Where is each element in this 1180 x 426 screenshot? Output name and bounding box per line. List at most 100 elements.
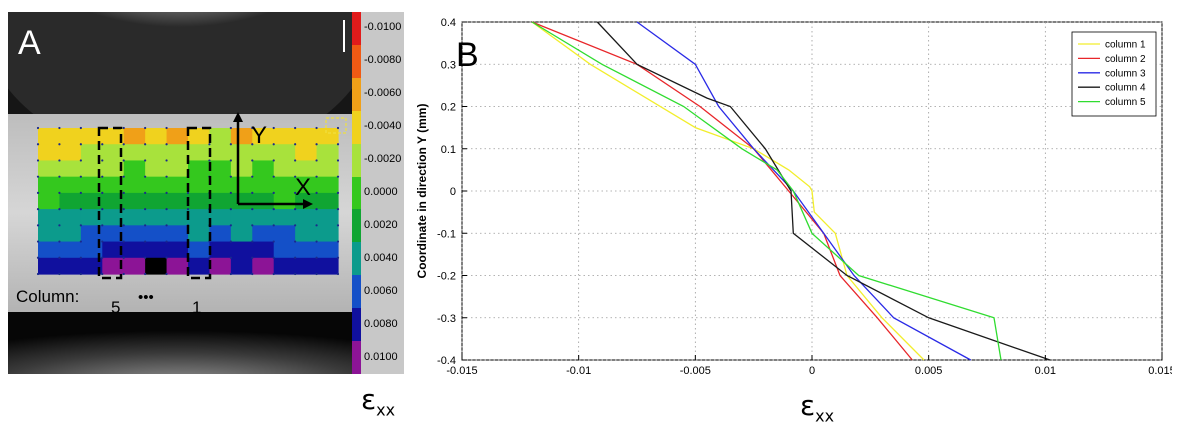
column-first-number: 5 [111, 298, 121, 317]
colorbar-swatch [352, 341, 361, 375]
contour-cell [295, 176, 318, 194]
contour-cell [273, 225, 296, 243]
contour-cell [188, 144, 211, 162]
reference-subset-box [325, 117, 347, 134]
contour-cell [316, 192, 339, 210]
grid-dot [229, 208, 232, 211]
grid-dot [36, 272, 40, 276]
contour-cell [166, 241, 189, 259]
grid-dot [101, 208, 104, 211]
grid-dot [36, 224, 40, 227]
contour-cell [273, 128, 296, 145]
y-tick-label: 0 [450, 186, 456, 198]
epsilon-subscript: xx [815, 406, 835, 426]
contour-cell [273, 209, 296, 226]
grid-dot [58, 175, 61, 178]
colorbar-tick-label: 0.0100 [364, 350, 398, 363]
colorbar: -0.0100 -0.0080 -0.0060 -0.0040 -0.0020 0.000… [352, 12, 404, 375]
strain-contour-image: Y X A Column: 5 ••• 1 [8, 12, 353, 374]
grid-dot [79, 143, 82, 146]
grid-dot [294, 175, 297, 178]
contour-cell [252, 160, 275, 178]
y-tick-label: 0.2 [441, 102, 456, 114]
grid-dot [58, 272, 61, 276]
epsilon-symbol: ε [361, 383, 377, 416]
x-tick-label: 0.005 [915, 365, 943, 377]
grid-dot [165, 208, 168, 211]
grid-dot [336, 175, 340, 178]
contour-cell [102, 144, 125, 162]
contour-cell [273, 257, 296, 275]
grid-dot [144, 224, 147, 227]
grid-dot [272, 159, 275, 162]
contour-cell [123, 257, 146, 275]
contour-cell [252, 128, 275, 145]
contour-cell [166, 128, 189, 145]
y-tick-label: 0.4 [441, 17, 456, 29]
contour-cell [80, 192, 103, 210]
epsilon-subscript: xx [376, 400, 396, 420]
legend-label: column 3 [1105, 68, 1146, 79]
contour-cell [38, 160, 61, 178]
grid-dot [122, 143, 125, 146]
contour-cell [145, 144, 168, 162]
contour-cell [252, 225, 275, 243]
grid-dot [315, 175, 318, 178]
grid-dot [251, 272, 254, 276]
contour-cell [295, 128, 318, 145]
contour-cell [230, 225, 253, 243]
contour-cell [295, 241, 318, 259]
contour-cell [145, 257, 168, 275]
grid-dot [58, 208, 61, 211]
contour-cell [80, 128, 103, 145]
x-tick-label: -0.01 [566, 365, 591, 377]
colorbar-swatch [352, 143, 361, 178]
strain-profile-chart: -0.015 -0.01 -0.005 0 0.005 0.01 0.015 0.4 0.3 0.… [415, 17, 1172, 377]
grid-dot [122, 208, 125, 211]
contour-cell [273, 144, 296, 162]
grid-dot [144, 126, 147, 130]
y-tick-label: -0.1 [437, 228, 456, 240]
contour-cell [230, 241, 253, 259]
grid-dot [272, 191, 275, 194]
colorbar-tick-label: 0.0060 [364, 284, 398, 297]
y-tick-label: 0.3 [441, 59, 456, 71]
grid-dot [251, 143, 254, 146]
contour-cell [252, 241, 275, 259]
grid-dot [272, 208, 275, 211]
grid-dot [208, 159, 211, 162]
grid-dot [79, 272, 82, 276]
contour-cell [252, 209, 275, 226]
contour-cell [166, 209, 189, 226]
series-line-column-5 [531, 21, 1002, 361]
contour-cell [80, 176, 103, 194]
contour-cell [38, 176, 61, 194]
grid-dot [229, 256, 232, 259]
column-last-number: 1 [192, 298, 202, 317]
grid-dot [36, 240, 40, 243]
axis-y-label: Y [251, 122, 267, 149]
grid-dot [79, 256, 82, 259]
grid-dot [165, 143, 168, 146]
legend-label: column 5 [1105, 97, 1146, 108]
grid-dot [208, 143, 211, 146]
grid-dot [144, 272, 147, 276]
colorbar-swatch [352, 110, 361, 145]
grid-dot [36, 159, 40, 162]
contour-cell [123, 192, 146, 210]
contour-cell [230, 192, 253, 210]
contour-cell [123, 241, 146, 259]
grid-dot [315, 143, 318, 146]
grid-dot [165, 240, 168, 243]
grid-dot [251, 256, 254, 259]
contour-cell [209, 176, 232, 194]
grid-dot [336, 208, 340, 211]
contour-cell [59, 192, 82, 210]
grid-dot [272, 143, 275, 146]
grid-dot [229, 126, 232, 130]
grid-dot [58, 159, 61, 162]
grid-dot [144, 143, 147, 146]
contour-cell [145, 128, 168, 145]
contour-cell [188, 257, 211, 275]
grid-dot [122, 175, 125, 178]
